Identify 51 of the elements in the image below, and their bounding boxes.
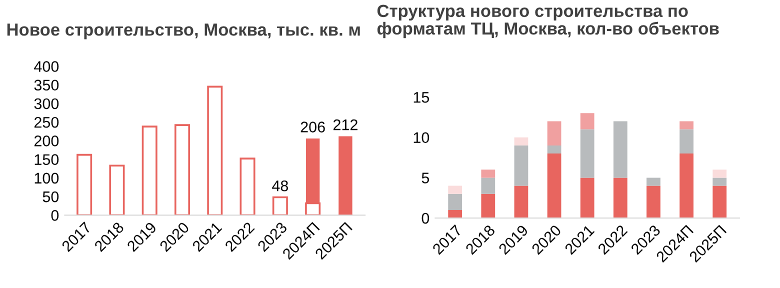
y-tick-label: 0 — [422, 212, 430, 224]
bar — [240, 158, 256, 216]
bar — [712, 178, 727, 186]
bar — [580, 178, 594, 218]
chart-title: Структура нового строительства по форматам ТЦ, Москва, кол-во объектов — [377, 4, 719, 38]
bar — [174, 124, 190, 216]
bar — [481, 194, 496, 218]
y-tick-label: 350 — [34, 80, 59, 91]
y-tick-label: 100 — [34, 172, 59, 184]
bar — [481, 178, 496, 194]
y-tick-label: 50 — [42, 191, 59, 202]
bar — [142, 126, 158, 216]
bar — [514, 145, 528, 186]
bar — [338, 136, 352, 216]
y-tick-label: 300 — [34, 98, 59, 110]
bar — [712, 170, 727, 178]
total-label: 206 — [300, 122, 325, 132]
bar — [109, 164, 125, 216]
bar — [448, 210, 462, 218]
bar — [646, 178, 660, 186]
bar — [76, 154, 92, 216]
bar — [613, 121, 628, 178]
bar — [680, 154, 694, 218]
bar — [680, 121, 694, 130]
y-tick-label: 0 — [51, 210, 59, 221]
bar — [207, 86, 223, 216]
bar — [680, 129, 694, 154]
bar — [547, 121, 562, 146]
bar — [272, 196, 288, 216]
y-tick-label: 400 — [34, 61, 59, 72]
bar — [580, 113, 594, 130]
y-tick-label: 10 — [414, 132, 430, 144]
y-tick-label: 15 — [414, 92, 430, 103]
chart-title: Новое строительство, Москва, тыс. кв. м — [7, 24, 360, 40]
bar — [481, 170, 496, 178]
y-tick-label: 250 — [34, 116, 59, 128]
bar — [712, 186, 727, 218]
total-label: 212 — [333, 119, 358, 130]
bar — [514, 186, 528, 218]
y-tick-label: 150 — [34, 154, 59, 165]
bar — [448, 186, 462, 194]
total-label: 48 — [272, 180, 288, 192]
y-tick-label: 200 — [34, 136, 59, 146]
bar — [613, 178, 628, 218]
bar — [448, 194, 462, 210]
bar — [514, 137, 528, 146]
bar — [580, 129, 594, 178]
bar — [646, 186, 660, 218]
bar — [547, 154, 562, 218]
bar — [547, 145, 562, 154]
y-tick-label: 5 — [422, 172, 430, 184]
